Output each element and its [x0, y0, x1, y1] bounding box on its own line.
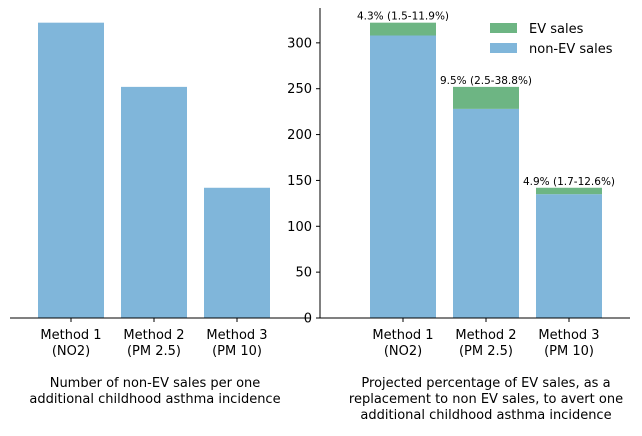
left-x-tick-label: Method 2 (PM 2.5)	[123, 328, 184, 359]
data-label: 4.9% (1.7-12.6%)	[523, 176, 615, 188]
right-bar-non-ev	[536, 194, 602, 318]
right-bar-non-ev	[370, 35, 436, 318]
y-tick-label: 300	[287, 36, 312, 51]
legend: EV sales non-EV sales	[490, 22, 613, 57]
legend-label: non-EV sales	[529, 42, 613, 57]
right-bar-ev	[453, 86, 519, 109]
y-tick-label: 0	[304, 312, 312, 327]
y-tick-label: 150	[287, 174, 312, 189]
legend-label: EV sales	[529, 22, 584, 37]
right-x-axis-label: Projected percentage of EV sales, as a re…	[349, 376, 623, 423]
left-bar	[204, 187, 270, 318]
right-x-tick-label: Method 3 (PM 10)	[538, 328, 599, 359]
left-bar	[121, 86, 187, 319]
right-x-tick-label: Method 2 (PM 2.5)	[455, 328, 516, 359]
y-tick-label: 100	[287, 220, 312, 235]
y-tick-label: 50	[295, 266, 312, 281]
data-label: 9.5% (2.5-38.8%)	[440, 75, 532, 87]
left-chart: Method 1 (NO2) Method 2 (PM 2.5) Method 3 (PM…	[10, 22, 310, 407]
legend-swatch-non-ev	[490, 43, 517, 53]
right-chart: 4.3% (1.5-11.9%) 9.5% (2.5-38.8%) 4.9% (1.…	[287, 8, 630, 423]
legend-swatch-ev	[490, 23, 517, 33]
y-tick-label: 200	[287, 128, 312, 143]
right-x-tick-label: Method 1 (NO2)	[372, 328, 433, 359]
y-tick-label: 250	[287, 82, 312, 97]
data-label: 4.3% (1.5-11.9%)	[357, 11, 449, 23]
right-bar-ev	[370, 22, 436, 36]
right-bar-ev	[536, 187, 602, 195]
left-x-tick-label: Method 1 (NO2)	[40, 328, 101, 359]
left-x-tick-label: Method 3 (PM 10)	[206, 328, 267, 359]
left-bar	[38, 22, 104, 318]
right-bar-non-ev	[453, 108, 519, 318]
left-x-axis-label: Number of non-EV sales per one additional…	[29, 376, 280, 407]
